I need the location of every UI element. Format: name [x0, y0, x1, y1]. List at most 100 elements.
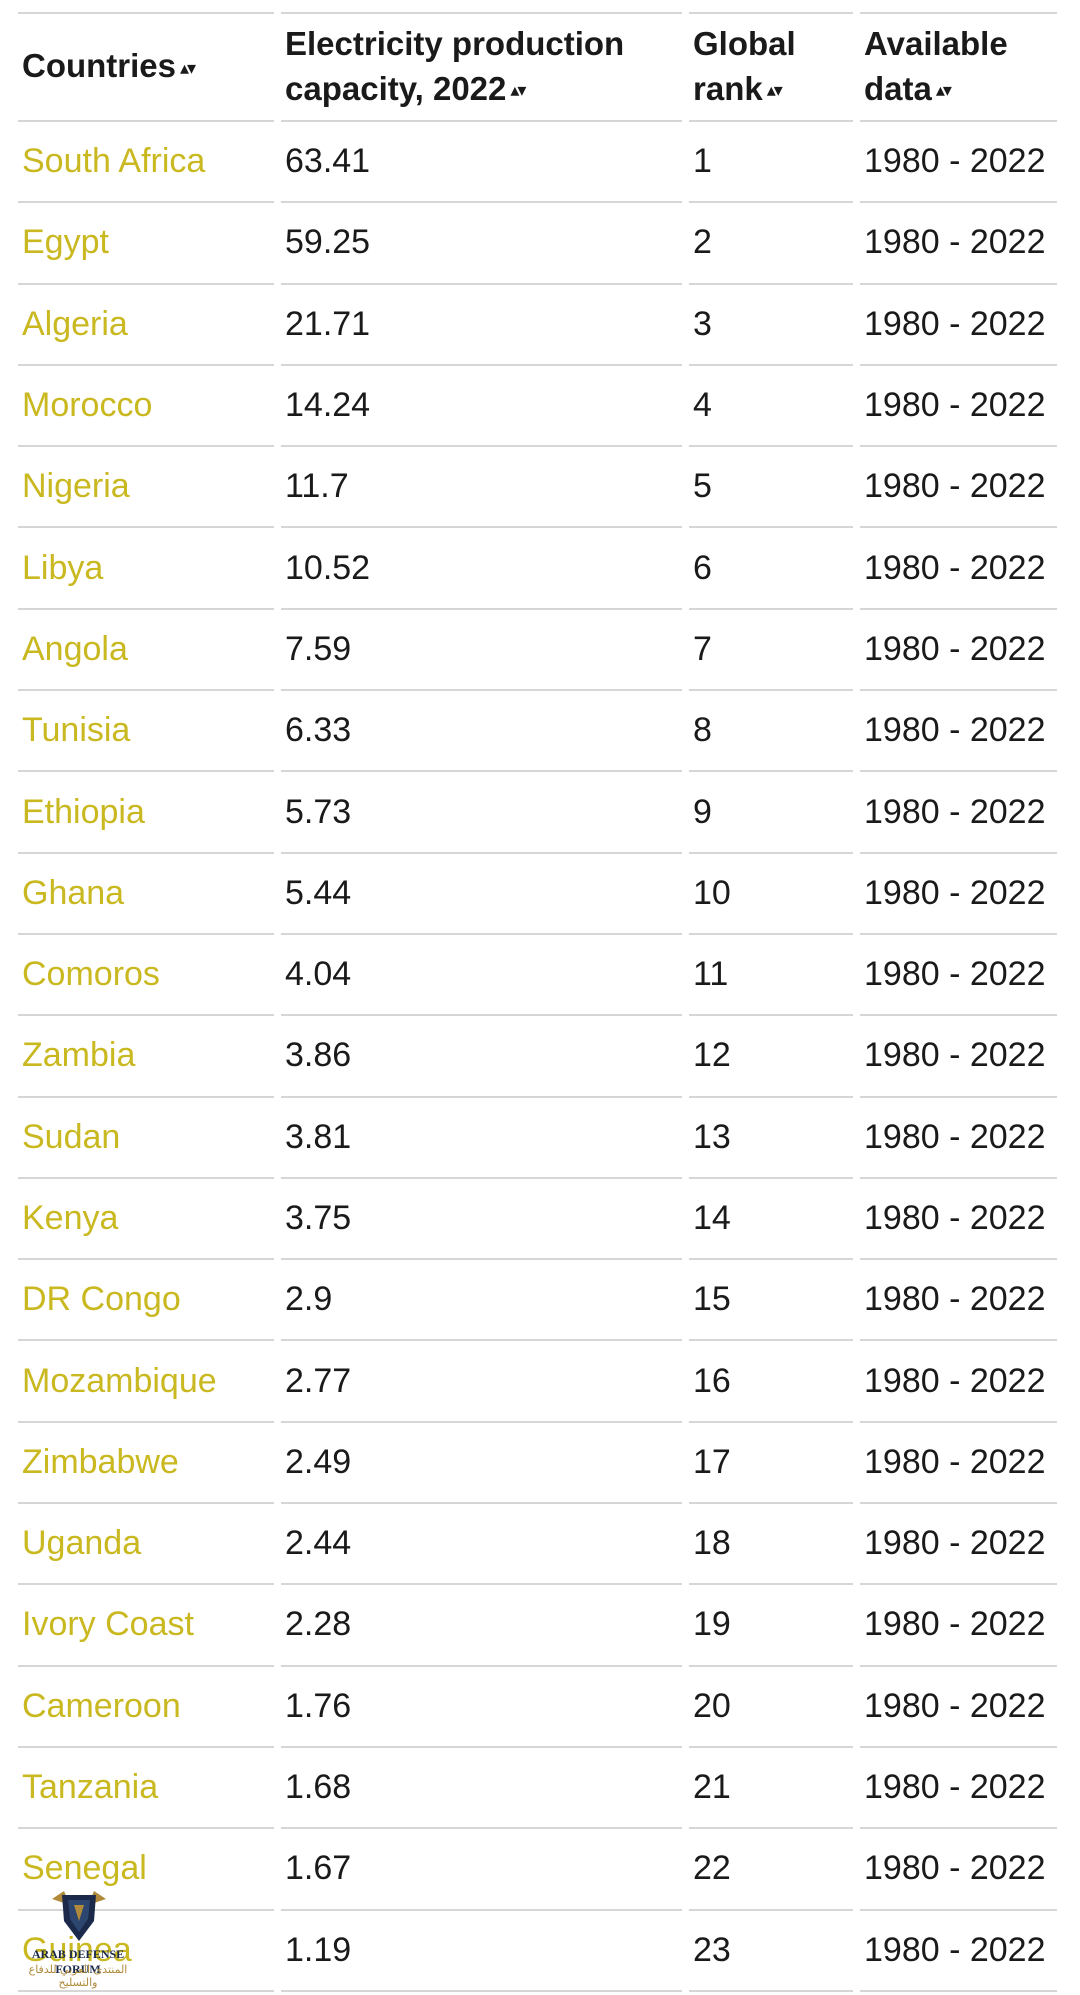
data-table: Countries ▴▾ Electricity production capac… — [18, 12, 1064, 1992]
capacity-cell: 1.68 — [281, 1748, 682, 1830]
table-row: South Africa 63.41 1 1980 - 2022 — [18, 122, 1064, 204]
country-link[interactable]: Tunisia — [18, 691, 274, 773]
rank-cell: 23 — [689, 1911, 853, 1992]
available-data-cell: 1980 - 2022 — [860, 1341, 1057, 1423]
table-row: Comoros 4.04 11 1980 - 2022 — [18, 935, 1064, 1017]
country-link[interactable]: Egypt — [18, 203, 274, 285]
available-data-cell: 1980 - 2022 — [860, 1911, 1057, 1992]
column-header-available-data[interactable]: Available data ▴▾ — [860, 12, 1057, 122]
table-body: South Africa 63.41 1 1980 - 2022 Egypt 59.25 2… — [18, 122, 1064, 1992]
sort-icon[interactable]: ▴▾ — [510, 80, 526, 101]
rank-cell: 2 — [689, 203, 853, 285]
column-header-label: Countries — [22, 47, 177, 85]
rank-cell: 16 — [689, 1341, 853, 1423]
capacity-cell: 4.04 — [281, 935, 682, 1017]
available-data-cell: 1980 - 2022 — [860, 691, 1057, 773]
sort-icon[interactable]: ▴▾ — [766, 80, 783, 101]
country-link[interactable]: Senegal — [18, 1829, 274, 1911]
rank-cell: 3 — [689, 285, 853, 366]
available-data-cell: 1980 - 2022 — [860, 528, 1057, 610]
column-header-label: Available data — [864, 24, 1008, 107]
table-row: Kenya 3.75 14 1980 - 2022 — [18, 1179, 1064, 1261]
capacity-cell: 10.52 — [281, 528, 682, 610]
available-data-cell: 1980 - 2022 — [860, 285, 1057, 366]
rank-cell: 6 — [689, 528, 853, 610]
country-link[interactable]: DR Congo — [18, 1260, 274, 1342]
capacity-cell: 3.81 — [281, 1098, 682, 1179]
rank-cell: 12 — [689, 1016, 853, 1098]
watermark-logo: ARAB DEFENSE FORUM المنتدى العربي للدفاع… — [8, 1885, 148, 1990]
country-link[interactable]: Morocco — [18, 366, 274, 448]
rank-cell: 10 — [689, 854, 853, 935]
capacity-cell: 2.9 — [281, 1260, 682, 1342]
country-link[interactable]: Zimbabwe — [18, 1423, 274, 1505]
available-data-cell: 1980 - 2022 — [860, 1260, 1057, 1342]
country-link[interactable]: Uganda — [18, 1504, 274, 1586]
table-row: Angola 7.59 7 1980 - 2022 — [18, 610, 1064, 692]
available-data-cell: 1980 - 2022 — [860, 203, 1057, 285]
country-link[interactable]: Cameroon — [18, 1667, 274, 1748]
table-row: Morocco 14.24 4 1980 - 2022 — [18, 366, 1064, 448]
table-row: Cameroon 1.76 20 1980 - 2022 — [18, 1667, 1064, 1748]
capacity-cell: 7.59 — [281, 610, 682, 692]
table-row: Zimbabwe 2.49 17 1980 - 2022 — [18, 1423, 1064, 1505]
country-link[interactable]: Ghana — [18, 854, 274, 935]
available-data-cell: 1980 - 2022 — [860, 935, 1057, 1017]
rank-cell: 8 — [689, 691, 853, 773]
rank-cell: 1 — [689, 122, 853, 204]
available-data-cell: 1980 - 2022 — [860, 854, 1057, 935]
country-link[interactable]: Zambia — [18, 1016, 274, 1098]
country-link[interactable]: Ethiopia — [18, 772, 274, 854]
column-header-capacity[interactable]: Electricity production capacity, 2022 ▴▾ — [281, 12, 682, 122]
country-link[interactable]: South Africa — [18, 122, 274, 204]
country-link[interactable]: Ivory Coast — [18, 1585, 274, 1667]
country-link[interactable]: Tanzania — [18, 1748, 274, 1830]
capacity-cell: 5.73 — [281, 772, 682, 854]
country-link[interactable]: Mozambique — [18, 1341, 274, 1423]
available-data-cell: 1980 - 2022 — [860, 1504, 1057, 1586]
country-link[interactable]: Kenya — [18, 1179, 274, 1261]
column-header-label: Global rank — [693, 24, 796, 107]
capacity-cell: 1.19 — [281, 1911, 682, 1992]
capacity-cell: 59.25 — [281, 203, 682, 285]
rank-cell: 9 — [689, 772, 853, 854]
available-data-cell: 1980 - 2022 — [860, 1667, 1057, 1748]
country-link[interactable]: Angola — [18, 610, 274, 692]
rank-cell: 22 — [689, 1829, 853, 1911]
country-link[interactable]: Sudan — [18, 1098, 274, 1179]
table-row: DR Congo 2.9 15 1980 - 2022 — [18, 1260, 1064, 1342]
sort-icon[interactable]: ▴▾ — [935, 80, 952, 101]
table-row: Senegal 1.67 22 1980 - 2022 — [18, 1829, 1064, 1911]
capacity-cell: 14.24 — [281, 366, 682, 448]
column-header-global-rank[interactable]: Global rank ▴▾ — [689, 12, 853, 122]
capacity-cell: 5.44 — [281, 854, 682, 935]
country-link[interactable]: Libya — [18, 528, 274, 610]
country-link[interactable]: Algeria — [18, 285, 274, 366]
country-link[interactable]: Nigeria — [18, 447, 274, 529]
table-row: Egypt 59.25 2 1980 - 2022 — [18, 203, 1064, 285]
rank-cell: 20 — [689, 1667, 853, 1748]
table-row: Uganda 2.44 18 1980 - 2022 — [18, 1504, 1064, 1586]
table-row: Algeria 21.71 3 1980 - 2022 — [18, 285, 1064, 366]
table-row: Ghana 5.44 10 1980 - 2022 — [18, 854, 1064, 935]
rank-cell: 21 — [689, 1748, 853, 1830]
available-data-cell: 1980 - 2022 — [860, 1098, 1057, 1179]
table-row: Nigeria 11.7 5 1980 - 2022 — [18, 447, 1064, 529]
table-row: Zambia 3.86 12 1980 - 2022 — [18, 1016, 1064, 1098]
rank-cell: 17 — [689, 1423, 853, 1505]
sort-icon[interactable]: ▴▾ — [180, 57, 196, 78]
rank-cell: 14 — [689, 1179, 853, 1261]
column-header-countries[interactable]: Countries ▴▾ — [18, 12, 274, 122]
country-link[interactable]: Comoros — [18, 935, 274, 1017]
rank-cell: 4 — [689, 366, 853, 448]
table-row: Tunisia 6.33 8 1980 - 2022 — [18, 691, 1064, 773]
capacity-cell: 2.44 — [281, 1504, 682, 1586]
capacity-cell: 6.33 — [281, 691, 682, 773]
available-data-cell: 1980 - 2022 — [860, 366, 1057, 448]
capacity-cell: 11.7 — [281, 447, 682, 529]
capacity-cell: 21.71 — [281, 285, 682, 366]
rank-cell: 18 — [689, 1504, 853, 1586]
table-row: Sudan 3.81 13 1980 - 2022 — [18, 1098, 1064, 1179]
capacity-cell: 63.41 — [281, 122, 682, 204]
table-row: Ivory Coast 2.28 19 1980 - 2022 — [18, 1585, 1064, 1667]
